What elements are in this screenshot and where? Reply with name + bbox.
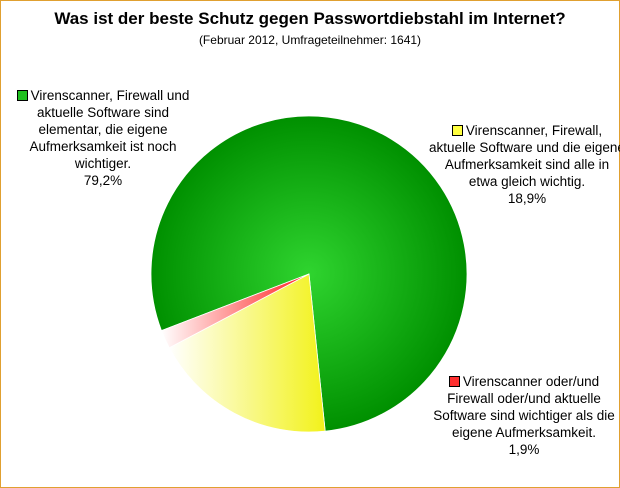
chart-title: Was ist der beste Schutz gegen Passwortd… bbox=[54, 9, 566, 28]
slice-value-2: 1,9% bbox=[508, 442, 540, 457]
legend-swatch-0 bbox=[16, 90, 28, 101]
chart-subtitle: (Februar 2012, Umfrageteilnehmer: 1641) bbox=[198, 33, 422, 47]
slice-text-2: Virenscanner oder/und Firewall oder/und … bbox=[433, 374, 615, 440]
pie-slice-1 bbox=[168, 273, 326, 433]
legend-swatch-2 bbox=[448, 376, 460, 387]
slice-text-0: Virenscanner, Firewall und aktuelle Soft… bbox=[29, 88, 190, 171]
slice-label-2: Virenscanner oder/und Firewall oder/und … bbox=[429, 373, 619, 458]
slice-label-0: Virenscanner, Firewall und aktuelle Soft… bbox=[5, 87, 201, 189]
slice-text-1: Virenscanner, Firewall, aktuelle Softwar… bbox=[429, 123, 620, 189]
slice-value-1: 18,9% bbox=[507, 191, 547, 206]
slice-label-1: Virenscanner, Firewall, aktuelle Softwar… bbox=[429, 122, 620, 207]
legend-swatch-1 bbox=[451, 125, 463, 136]
pie-slice-2 bbox=[160, 273, 310, 349]
slice-value-0: 79,2% bbox=[83, 173, 123, 188]
